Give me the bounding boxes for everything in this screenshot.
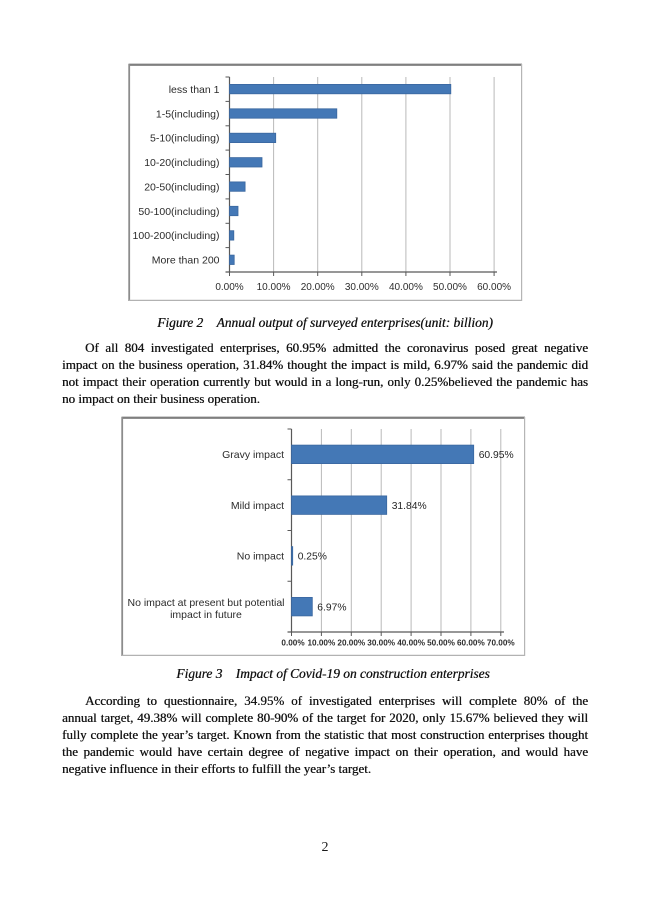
svg-text:Gravy impact: Gravy impact (222, 449, 284, 461)
svg-text:No impact: No impact (237, 551, 284, 563)
svg-text:impact in future: impact in future (170, 609, 242, 621)
svg-text:30.00%: 30.00% (345, 282, 379, 293)
svg-text:10.00%: 10.00% (257, 282, 291, 293)
svg-text:0.25%: 0.25% (298, 552, 327, 563)
svg-text:less than 1: less than 1 (169, 84, 220, 96)
svg-text:50.00%: 50.00% (427, 639, 455, 648)
svg-text:More than 200: More than 200 (152, 255, 220, 267)
svg-text:Mild impact: Mild impact (231, 500, 284, 512)
svg-text:20.00%: 20.00% (301, 282, 335, 293)
svg-text:0.00%: 0.00% (281, 639, 305, 648)
svg-text:60.95%: 60.95% (479, 450, 514, 461)
svg-text:70.00%: 70.00% (487, 639, 515, 648)
svg-text:40.00%: 40.00% (397, 639, 425, 648)
svg-text:20.00%: 20.00% (337, 639, 365, 648)
svg-text:40.00%: 40.00% (389, 282, 423, 293)
svg-text:10-20(including): 10-20(including) (144, 157, 219, 169)
svg-text:50.00%: 50.00% (433, 282, 467, 293)
svg-text:1-5(including): 1-5(including) (156, 108, 220, 120)
svg-text:5-10(including): 5-10(including) (150, 133, 219, 145)
svg-text:31.84%: 31.84% (392, 501, 427, 512)
svg-text:60.00%: 60.00% (457, 639, 485, 648)
svg-text:100-200(including): 100-200(including) (133, 230, 220, 242)
svg-text:60.00%: 60.00% (477, 282, 511, 293)
svg-text:No impact at present but poten: No impact at present but potential (127, 597, 284, 609)
svg-text:6.97%: 6.97% (317, 602, 346, 613)
svg-text:0.00%: 0.00% (215, 282, 243, 293)
svg-text:50-100(including): 50-100(including) (138, 206, 219, 218)
svg-text:10.00%: 10.00% (308, 639, 336, 648)
svg-text:20-50(including): 20-50(including) (144, 181, 219, 193)
svg-text:30.00%: 30.00% (367, 639, 395, 648)
